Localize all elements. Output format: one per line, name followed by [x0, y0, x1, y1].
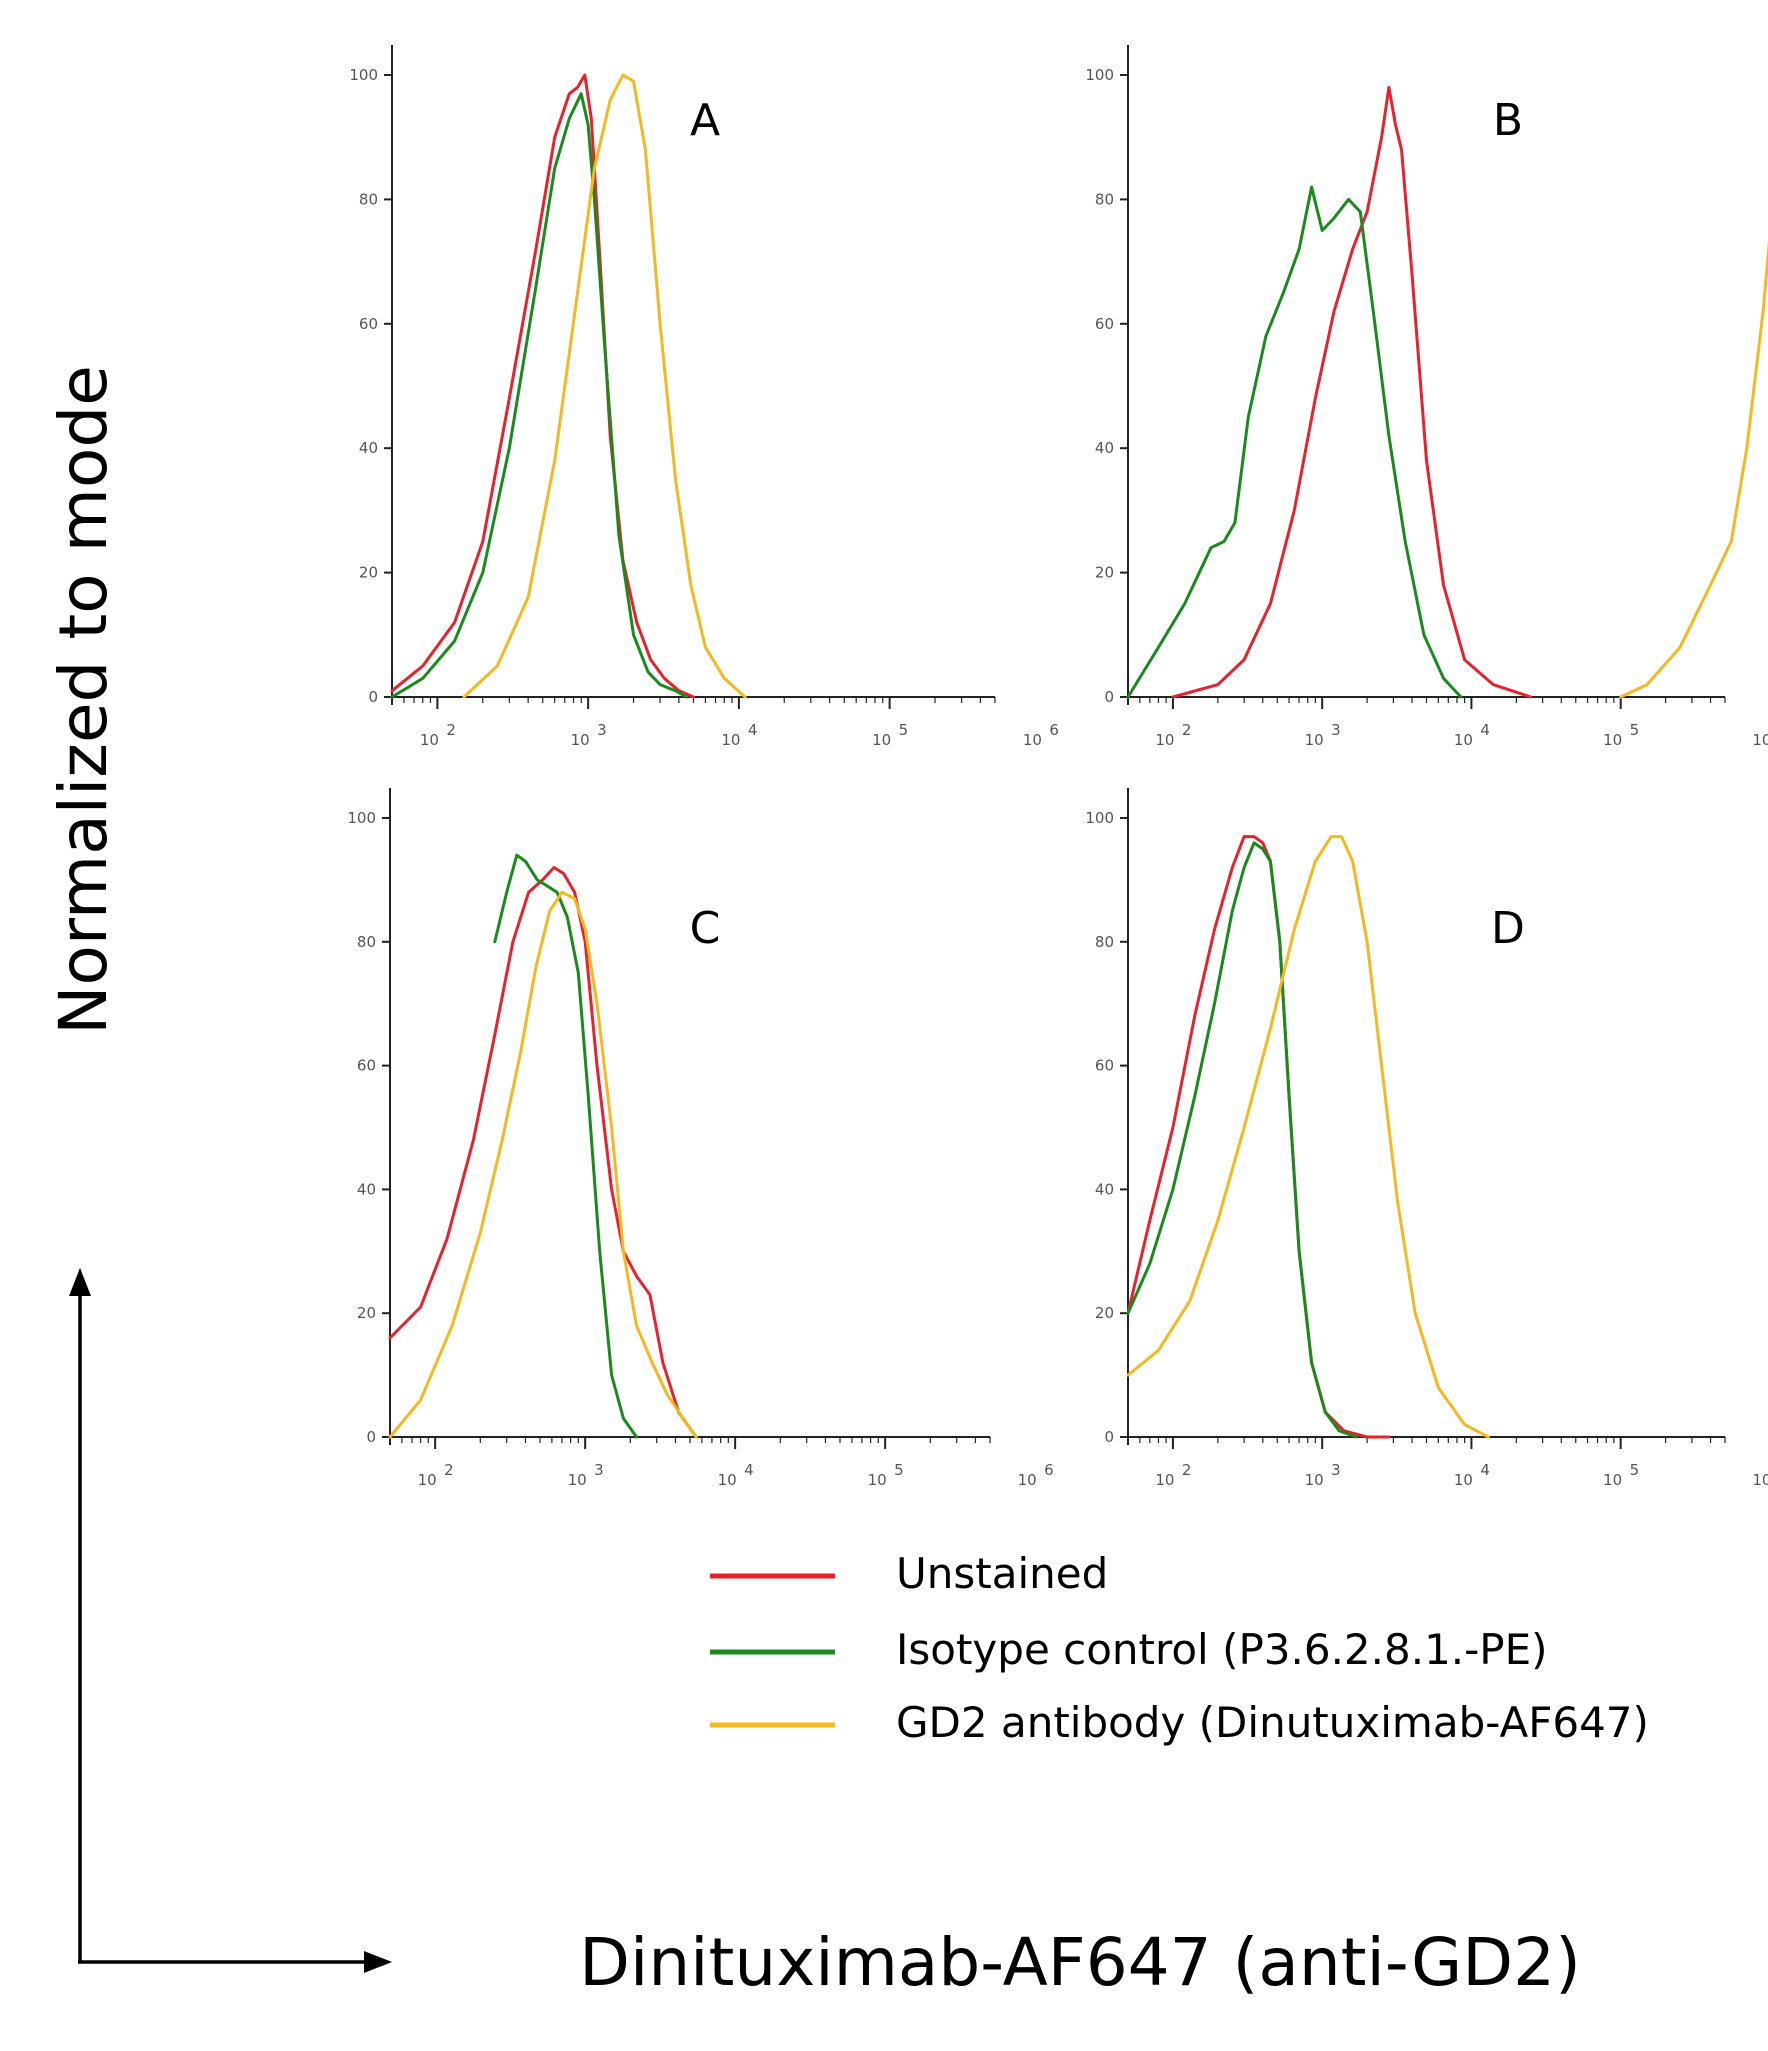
x-tick-label: 10 — [1305, 731, 1324, 749]
y-tick-label: 60 — [359, 315, 378, 333]
series-line-gd2 — [388, 890, 698, 1439]
x-tick-label: 10 — [721, 731, 740, 749]
y-tick-label: 100 — [349, 66, 378, 84]
panel-b: 020406080100102103104105106B — [1085, 45, 1768, 749]
x-tick-label: 10 — [1155, 1471, 1174, 1489]
series-line-unstained — [388, 866, 698, 1439]
x-tick-exponent: 3 — [1331, 721, 1341, 739]
legend-label-unstained: Unstained — [896, 1549, 1108, 1598]
y-tick-label: 40 — [1095, 1180, 1114, 1198]
x-tick-exponent: 6 — [1049, 721, 1059, 739]
x-tick-exponent: 4 — [1480, 721, 1490, 739]
y-tick-label: 40 — [1095, 439, 1114, 457]
x-tick-exponent: 4 — [744, 1461, 754, 1479]
series-line-isotype — [390, 92, 689, 699]
legend-label-isotype: Isotype control (P3.6.2.8.1.-PE) — [896, 1625, 1548, 1674]
x-tick-exponent: 5 — [899, 721, 909, 739]
panel-label: D — [1491, 903, 1525, 954]
x-tick-exponent: 5 — [1630, 721, 1640, 739]
series-line-gd2 — [1126, 835, 1490, 1439]
x-tick-label: 10 — [1155, 731, 1174, 749]
y-tick-label: 20 — [1095, 1304, 1114, 1322]
y-arrow-head-icon — [69, 1268, 91, 1296]
x-tick-label: 10 — [1305, 1471, 1324, 1489]
x-tick-label: 10 — [1454, 1471, 1473, 1489]
y-tick-label: 80 — [357, 933, 376, 951]
y-tick-label: 100 — [347, 809, 376, 827]
x-axis-title: Dinituximab-AF647 (anti-GD2) — [579, 1924, 1581, 2001]
series-line-isotype — [493, 853, 638, 1439]
series-line-gd2 — [462, 73, 747, 699]
y-tick-label: 0 — [1104, 688, 1114, 706]
x-tick-exponent: 5 — [894, 1461, 904, 1479]
panel-a: 0 20 40 60 80 100 10 2 10 3 10 4 10 5 10 6 A — [349, 45, 1059, 749]
panels: 020406080100102103104105106A020406080100… — [347, 45, 1768, 1489]
x-tick-exponent: 3 — [594, 1461, 604, 1479]
x-tick-label: 10 — [1018, 1471, 1037, 1489]
x-arrow-head-icon — [364, 1951, 392, 1973]
series-line-isotype — [1126, 185, 1463, 699]
axis-arrows — [69, 1268, 392, 1973]
x-tick-exponent: 2 — [446, 721, 456, 739]
y-tick-label: 60 — [1095, 1057, 1114, 1075]
y-tick-label: 20 — [1095, 564, 1114, 582]
x-tick-exponent: 2 — [1182, 1461, 1192, 1479]
panel-label: C — [690, 903, 721, 954]
panel-c: 0 20 40 60 80 100 10 2 10 3 10 4 10 5 10 6 C — [347, 788, 1054, 1489]
x-tick-exponent: 3 — [1331, 1461, 1341, 1479]
x-tick-label: 10 — [1023, 731, 1042, 749]
y-tick-label: 60 — [357, 1057, 376, 1075]
y-tick-label: 60 — [1095, 315, 1114, 333]
x-tick-exponent: 2 — [444, 1461, 454, 1479]
x-tick-label: 10 — [568, 1471, 587, 1489]
series-line-unstained — [1171, 85, 1533, 699]
x-tick-label: 10 — [1752, 731, 1768, 749]
y-tick-label: 40 — [359, 439, 378, 457]
x-tick-label: 10 — [718, 1471, 737, 1489]
legend-label-gd2: GD2 antibody (Dinutuximab-AF647) — [896, 1698, 1649, 1747]
x-tick-exponent: 4 — [1480, 1461, 1490, 1479]
y-axis-title: Normalized to mode — [45, 365, 122, 1035]
y-tick-label: 80 — [1095, 190, 1114, 208]
series-line-unstained — [390, 73, 695, 699]
x-tick-label: 10 — [868, 1471, 887, 1489]
panel-label: B — [1493, 95, 1523, 146]
panel-label: A — [690, 95, 720, 146]
series-line-isotype — [1126, 841, 1359, 1439]
y-tick-label: 80 — [359, 190, 378, 208]
y-tick-label: 20 — [359, 564, 378, 582]
x-tick-exponent: 5 — [1630, 1461, 1640, 1479]
y-tick-label: 0 — [1104, 1428, 1114, 1446]
series-line-gd2 — [1619, 240, 1768, 699]
x-tick-label: 10 — [1603, 731, 1622, 749]
x-tick-label: 10 — [1454, 731, 1473, 749]
x-tick-exponent: 6 — [1044, 1461, 1054, 1479]
panel-d: 020406080100102103104105106D — [1085, 788, 1768, 1489]
y-tick-label: 80 — [1095, 933, 1114, 951]
y-tick-label: 100 — [1085, 809, 1114, 827]
x-tick-label: 10 — [418, 1471, 437, 1489]
x-tick-label: 10 — [571, 731, 590, 749]
y-tick-label: 100 — [1085, 66, 1114, 84]
x-tick-label: 10 — [420, 731, 439, 749]
x-tick-exponent: 4 — [748, 721, 758, 739]
legend: Unstained Isotype control (P3.6.2.8.1.-P… — [710, 1549, 1649, 1747]
y-tick-label: 20 — [357, 1304, 376, 1322]
y-tick-label: 0 — [368, 688, 378, 706]
x-tick-exponent: 2 — [1182, 721, 1192, 739]
x-tick-exponent: 3 — [597, 721, 607, 739]
y-tick-label: 0 — [366, 1428, 376, 1446]
y-tick-label: 40 — [357, 1180, 376, 1198]
x-tick-label: 10 — [1752, 1471, 1768, 1489]
x-tick-label: 10 — [1603, 1471, 1622, 1489]
x-tick-label: 10 — [872, 731, 891, 749]
